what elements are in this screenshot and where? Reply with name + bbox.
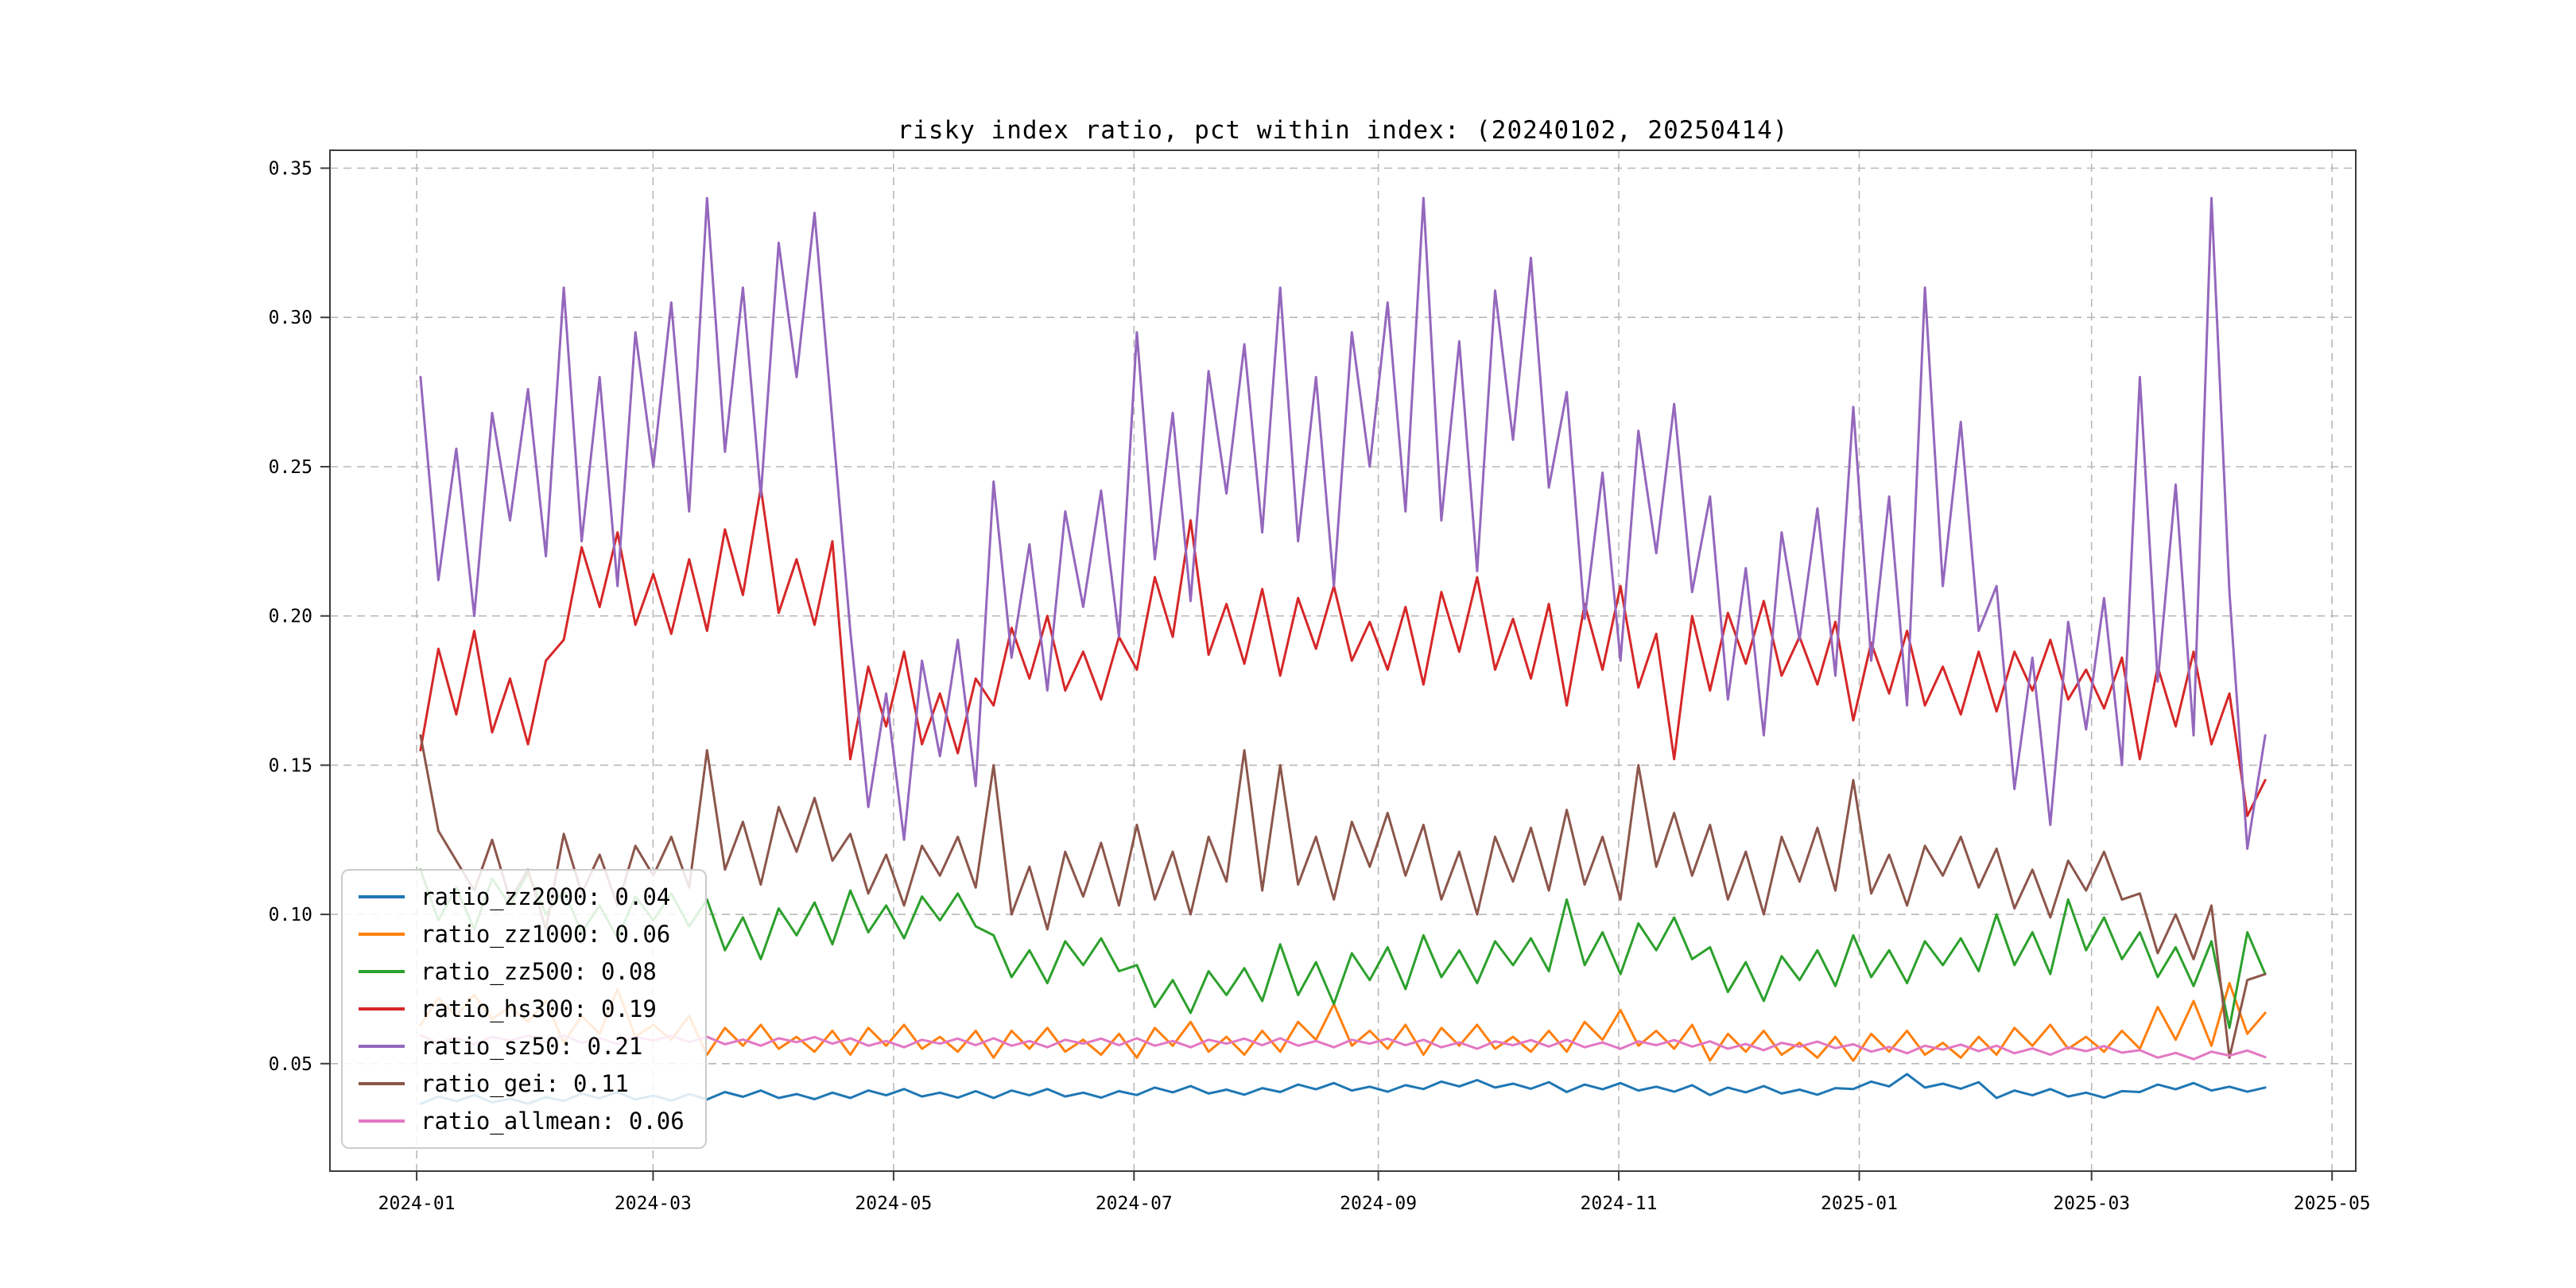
legend: ratio_zz2000: 0.04 ratio_zz1000: 0.06 rati… [341,869,707,1149]
x-tick-label: 2025-03 [2053,1193,2130,1214]
x-tick-label: 2025-01 [1821,1193,1898,1214]
axes-frame [329,149,2357,1172]
legend-item-gei: ratio_gei: 0.11 [359,1070,685,1097]
plot-area: 2024-01 2024-03 2024-05 2024-07 2024-09 2024-… [269,149,2371,1214]
legend-label-gei: ratio_gei: 0.11 [421,1070,629,1097]
series-gei [419,734,2267,1059]
x-tick-label: 2024-07 [1096,1193,1173,1214]
y-tick-label: 0.05 [269,1054,312,1075]
legend-label-allmean: ratio_allmean: 0.06 [421,1108,685,1135]
y-tick-label: 0.10 [269,905,312,925]
legend-label-zz2000: ratio_zz2000: 0.04 [421,883,671,910]
series-zz500 [419,868,2267,1030]
series-zz1000 [419,982,2267,1062]
chart-title: risky index ratio, pct within index: (20… [897,116,1789,145]
legend-line-sample-allmean [359,1119,405,1123]
legend-item-zz1000: ratio_zz1000: 0.06 [359,921,685,948]
legend-item-sz50: ratio_sz50: 0.21 [359,1033,685,1060]
legend-line-sample-sz50 [359,1045,405,1048]
series-allmean [419,1034,2267,1061]
legend-label-hs300: ratio_hs300: 0.19 [421,995,657,1022]
legend-label-zz1000: ratio_zz1000: 0.06 [421,921,671,948]
y-tick-label: 0.25 [269,457,312,478]
plot-area-svg: 2024-01 2024-03 2024-05 2024-07 2024-09 2024-… [269,149,2371,1214]
series-zz2000 [419,1073,2267,1105]
y-tick-label: 0.20 [269,607,312,627]
y-tick-label: 0.15 [269,755,312,776]
legend-line-sample-zz500 [359,970,405,973]
legend-item-hs300: ratio_hs300: 0.19 [359,995,685,1022]
legend-label-zz500: ratio_zz500: 0.08 [421,958,657,985]
y-tick-label: 0.35 [269,159,312,180]
x-tick-label: 2024-11 [1581,1193,1658,1214]
legend-item-zz2000: ratio_zz2000: 0.04 [359,883,685,910]
legend-line-sample-zz1000 [359,933,405,936]
legend-item-allmean: ratio_allmean: 0.06 [359,1108,685,1135]
x-tick-label: 2025-05 [2294,1193,2371,1214]
x-tick-label: 2024-05 [855,1193,932,1214]
legend-line-sample-gei [359,1082,405,1085]
legend-line-sample-zz2000 [359,895,405,898]
x-tick-label: 2024-01 [378,1193,456,1214]
series-sz50 [419,196,2267,850]
y-tick-label: 0.30 [269,308,312,328]
series-hs300 [419,486,2267,817]
legend-line-sample-hs300 [359,1007,405,1011]
legend-item-zz500: ratio_zz500: 0.08 [359,958,685,985]
x-tick-label: 2024-09 [1340,1193,1417,1214]
legend-label-sz50: ratio_sz50: 0.21 [421,1033,643,1060]
x-tick-label: 2024-03 [615,1193,692,1214]
